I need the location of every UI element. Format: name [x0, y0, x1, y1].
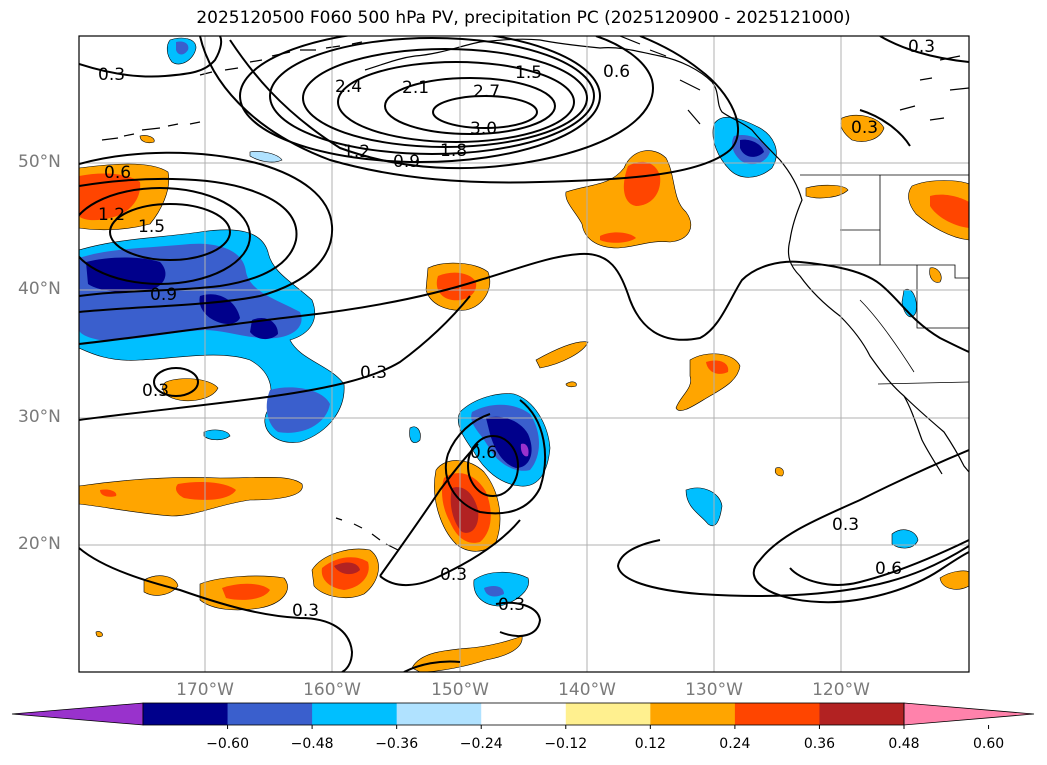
pv-contours — [79, 36, 969, 672]
contour-label: 0.9 — [150, 285, 177, 305]
colorbar-tick-label: 0.48 — [888, 736, 920, 752]
colorbar-tick-label: 0.36 — [803, 736, 836, 752]
contour-label: 0.9 — [393, 152, 420, 172]
lon-label: 150°W — [431, 680, 489, 700]
map-title: 2025120500 F060 500 hPa PV, precipitatio… — [196, 8, 851, 28]
contour-label: 0.3 — [292, 601, 319, 621]
contour-label: 0.3 — [832, 515, 859, 535]
lon-label: 140°W — [558, 680, 616, 700]
contour-label: 1.5 — [515, 63, 542, 83]
colorbar-segment — [143, 703, 229, 725]
lon-label: 160°W — [303, 680, 361, 700]
contour-label: 0.3 — [851, 118, 878, 138]
gridlines — [79, 36, 969, 672]
contour-label: 0.6 — [875, 559, 902, 579]
lat-label: 20°N — [18, 534, 61, 554]
contour-label: 0.3 — [440, 565, 467, 585]
lat-label: 40°N — [18, 279, 61, 299]
colorbar-segment — [481, 703, 567, 725]
colorbar-segment — [396, 703, 482, 725]
contour-labels: 0.3 0.6 1.2 1.5 0.9 2.4 2.1 2.7 3.0 1.5 … — [98, 37, 935, 621]
colorbar — [11, 702, 1035, 729]
contour-label: 0.3 — [908, 37, 935, 57]
colorbar-segment — [734, 703, 820, 725]
lon-label: 120°W — [812, 680, 870, 700]
contour-label: 1.5 — [138, 217, 165, 237]
contour-label: 2.1 — [402, 78, 429, 98]
colorbar-segment — [565, 703, 651, 725]
colorbar-tick-label: −0.12 — [544, 736, 588, 752]
colorbar-extend-low — [11, 702, 144, 726]
colorbar-segment — [650, 703, 736, 725]
colorbar-segment — [312, 703, 398, 725]
colorbar-tick-label: 0.24 — [719, 736, 751, 752]
colorbar-tick-label: −0.48 — [290, 736, 334, 752]
lat-label: 30°N — [18, 407, 61, 427]
map-frame — [78, 35, 970, 673]
contour-label: 0.3 — [98, 65, 125, 85]
colorbar-tick-label: 0.12 — [634, 736, 666, 752]
contour-label: 2.7 — [473, 82, 500, 102]
contour-label: 2.4 — [335, 77, 362, 97]
contour-label: 1.2 — [98, 205, 125, 225]
contour-label: 0.3 — [360, 363, 387, 383]
colorbar-segment — [819, 703, 905, 725]
lon-label: 170°W — [176, 680, 234, 700]
colorbar-frame — [142, 702, 905, 726]
contour-label: 0.3 — [142, 381, 169, 401]
contour-label: 0.6 — [104, 163, 131, 183]
colorbar-extend-high — [903, 702, 1035, 726]
colorbar-tick-label: 0.60 — [972, 736, 1005, 752]
colorbar-segment — [227, 703, 313, 725]
lon-label: 130°W — [685, 680, 743, 700]
political-borders — [792, 174, 969, 385]
colorbar-tick-label: −0.24 — [459, 736, 503, 752]
contour-label: 3.0 — [470, 119, 497, 139]
contour-label: 0.6 — [603, 62, 630, 82]
contour-label: 0.6 — [470, 443, 497, 463]
colorbar-tick-label: −0.60 — [206, 736, 249, 752]
lat-label: 50°N — [18, 152, 61, 172]
contour-label: 1.2 — [343, 142, 370, 162]
colorbar-tick-label: −0.36 — [375, 736, 419, 752]
contour-label: 0.3 — [498, 595, 525, 615]
contour-label: 1.8 — [440, 141, 467, 161]
map-plot-area: 0.3 0.6 1.2 1.5 0.9 2.4 2.1 2.7 3.0 1.5 … — [79, 36, 969, 672]
